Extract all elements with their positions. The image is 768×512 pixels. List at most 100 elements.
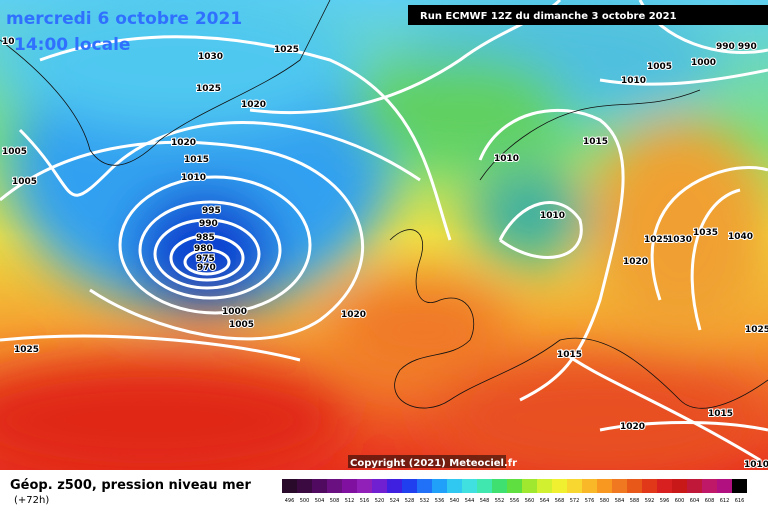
scale-swatch: [582, 479, 597, 493]
scale-label: 552: [495, 498, 505, 504]
scale-swatch: [732, 479, 747, 493]
scale-label: 520: [375, 498, 385, 504]
isobar-label: 980: [194, 244, 213, 254]
scale-swatch: [552, 479, 567, 493]
scale-swatch: [717, 479, 732, 493]
scale-label: 576: [585, 498, 595, 504]
scale-swatch: [312, 479, 327, 493]
scale-label: 504: [315, 498, 325, 504]
isobar-label: 1030: [667, 235, 692, 245]
isobar-label: 1010: [494, 154, 519, 164]
scale-swatch: [612, 479, 627, 493]
valid-date: mercredi 6 octobre 2021: [6, 9, 242, 29]
isobar-label: 10: [2, 37, 15, 47]
isobar-label: 975: [196, 254, 215, 264]
scale-swatch: [477, 479, 492, 493]
scale-label: 568: [555, 498, 565, 504]
isobar-label: 1040: [728, 232, 753, 242]
scale-label: 512: [345, 498, 355, 504]
isobar-label: 1000: [222, 307, 247, 317]
isobar-label: 1025: [644, 235, 669, 245]
scale-label: 572: [570, 498, 580, 504]
scale-swatch: [342, 479, 357, 493]
copyright: Copyright (2021) Meteociel.fr: [350, 458, 517, 469]
scale-label: 592: [645, 498, 655, 504]
run-banner: [408, 5, 768, 25]
scale-swatch: [432, 479, 447, 493]
scale-swatch: [417, 479, 432, 493]
isobar-label: 1020: [620, 422, 645, 432]
isobar-label: 1020: [241, 100, 266, 110]
isobar-label: 1025: [745, 325, 768, 335]
coastlines: [0, 0, 768, 409]
scale-label: 516: [360, 498, 370, 504]
scale-label: 604: [690, 498, 700, 504]
scale-label: 612: [720, 498, 730, 504]
scale-label: 528: [405, 498, 415, 504]
isobar-label: 1010: [744, 460, 768, 470]
scale-swatch: [402, 479, 417, 493]
scale-label: 536: [435, 498, 445, 504]
lead-time: (+72h): [14, 495, 49, 506]
scale-label: 544: [465, 498, 475, 504]
scale-label: 584: [615, 498, 625, 504]
isobar-label: 970: [197, 263, 216, 273]
scale-label: 540: [450, 498, 460, 504]
scale-swatch: [492, 479, 507, 493]
local-time: 14:00 locale: [14, 35, 130, 55]
scale-swatch: [507, 479, 522, 493]
scale-label: 532: [420, 498, 430, 504]
isobar-label: 995: [202, 206, 221, 216]
scale-swatch: [282, 479, 297, 493]
scale-label: 556: [510, 498, 520, 504]
isobar-label: 1025: [14, 345, 39, 355]
isobar-label: 1005: [229, 320, 254, 330]
scale-label: 608: [705, 498, 715, 504]
isobar-label: 1025: [274, 45, 299, 55]
scale-swatch: [687, 479, 702, 493]
scale-label: 596: [660, 498, 670, 504]
scale-label: 508: [330, 498, 340, 504]
isobar-label: 1005: [12, 177, 37, 187]
copyright-banner: [348, 455, 506, 468]
isobar-label: 1010: [621, 76, 646, 86]
isobar-label: 1015: [557, 350, 582, 360]
scale-swatch: [357, 479, 372, 493]
scale-label: 588: [630, 498, 640, 504]
isobar-labels: 1010251030102510201020101510101005100599…: [1, 36, 768, 471]
scale-swatch: [327, 479, 342, 493]
scale-label: 548: [480, 498, 490, 504]
scale-label: 524: [390, 498, 400, 504]
isobar-label: 1015: [708, 409, 733, 419]
scale-label: 600: [675, 498, 685, 504]
scale-swatch: [447, 479, 462, 493]
isobar-label: 1015: [184, 155, 209, 165]
scale-swatch: [567, 479, 582, 493]
field-shading: [0, 0, 768, 480]
product-title: Géop. z500, pression niveau mer: [10, 478, 251, 493]
scale-swatch: [462, 479, 477, 493]
scale-swatch: [627, 479, 642, 493]
scale-swatch: [672, 479, 687, 493]
isobar-label: 1005: [2, 147, 27, 157]
isobar-label: 1010: [540, 211, 565, 221]
isobar-label: 1035: [693, 228, 718, 238]
scale-swatch: [297, 479, 312, 493]
scale-swatch: [702, 479, 717, 493]
isobar-label: 990: [199, 219, 218, 229]
isobar-label: 1015: [583, 137, 608, 147]
isobar-label: 1020: [171, 138, 196, 148]
scale-swatch: [372, 479, 387, 493]
scale-swatch: [597, 479, 612, 493]
isobar-label: 1005: [647, 62, 672, 72]
color-scale: 496 500 504 508 512 516 520 524 528 532 536 540 544 5…: [282, 479, 747, 504]
scale-label: 616: [735, 498, 745, 504]
isobar-label: 1010: [181, 173, 206, 183]
scale-swatch: [522, 479, 537, 493]
scale-label: 500: [300, 498, 310, 504]
isobar-label: 990 990: [716, 42, 757, 52]
scale-swatch: [657, 479, 672, 493]
isobar-label: 985: [196, 233, 215, 243]
scale-swatch: [537, 479, 552, 493]
